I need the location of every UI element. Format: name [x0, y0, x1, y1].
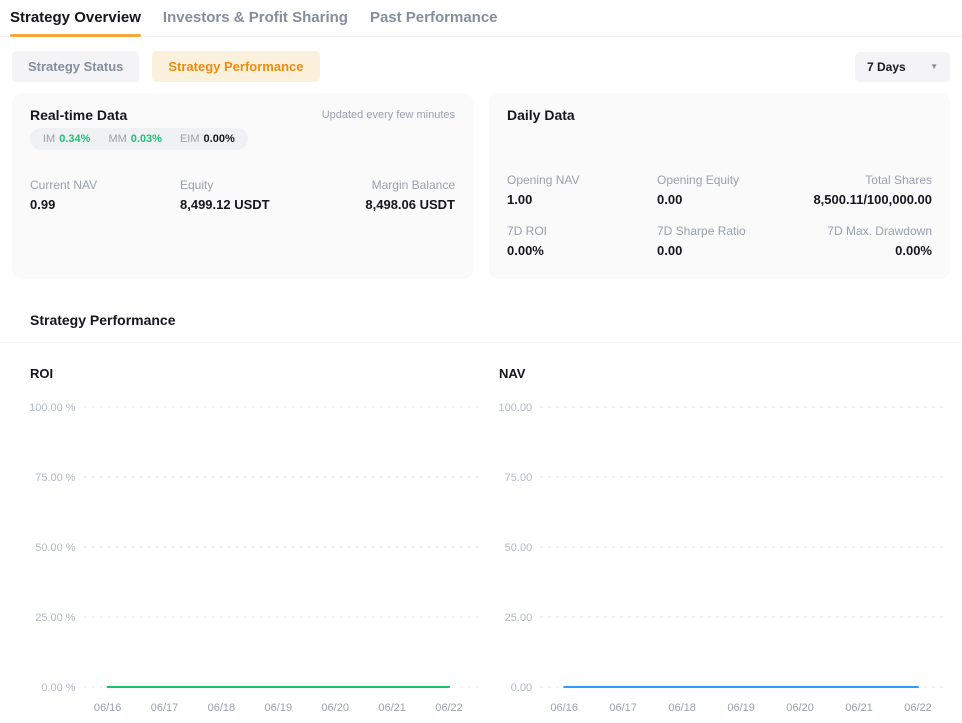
eim-badge-value: 0.00% [204, 133, 235, 145]
data-cards-row: Real-time Data Updated every few minutes… [12, 93, 950, 279]
main-tabs: Strategy Overview Investors & Profit Sha… [0, 0, 962, 37]
svg-text:100.00 %: 100.00 % [29, 402, 76, 414]
stat-total-shares-label: Total Shares [813, 173, 932, 187]
roi-chart: ROI 100.00 % 75.00 % 50.00 % 25.00 % 0.00 % 0… [12, 343, 481, 721]
tab-strategy-overview[interactable]: Strategy Overview [10, 0, 141, 36]
svg-text:0.00 %: 0.00 % [41, 682, 75, 694]
svg-text:50.00: 50.00 [505, 542, 533, 554]
svg-text:06/21: 06/21 [845, 702, 873, 714]
performance-section-title: Strategy Performance [30, 312, 962, 328]
stat-7d-roi: 7D ROI 0.00% [507, 224, 657, 258]
stat-opening-equity-value: 0.00 [657, 192, 813, 207]
svg-text:75.00 %: 75.00 % [35, 472, 76, 484]
svg-text:06/22: 06/22 [904, 702, 932, 714]
im-badge-value: 0.34% [59, 133, 90, 145]
stat-7d-roi-label: 7D ROI [507, 224, 657, 238]
stat-7d-sharpe-ratio-value: 0.00 [657, 243, 827, 258]
stat-equity-value: 8,499.12 USDT [180, 197, 365, 212]
svg-text:06/21: 06/21 [378, 702, 406, 714]
tab-past-performance[interactable]: Past Performance [370, 0, 498, 36]
svg-text:06/18: 06/18 [208, 702, 236, 714]
period-dropdown-value: 7 Days [867, 60, 906, 74]
margin-ratio-badges: IM 0.34% MM 0.03% EIM 0.00% [30, 128, 248, 150]
mm-badge-label: MM [108, 133, 126, 145]
svg-text:75.00: 75.00 [505, 472, 533, 484]
daily-data-card: Daily Data Opening NAV 1.00 Opening Equi… [489, 93, 950, 279]
caret-down-icon: ▼ [930, 62, 938, 71]
stat-margin-balance-label: Margin Balance [365, 178, 455, 192]
stat-total-shares: Total Shares 8,500.11/100,000.00 [813, 173, 932, 207]
stat-7d-max-drawdown-label: 7D Max. Drawdown [827, 224, 932, 238]
stat-margin-balance-value: 8,498.06 USDT [365, 197, 455, 212]
subtab-strategy-status[interactable]: Strategy Status [12, 51, 139, 82]
period-dropdown[interactable]: 7 Days ▼ [855, 52, 950, 82]
stat-margin-balance: Margin Balance 8,498.06 USDT [365, 178, 455, 212]
daily-card-title: Daily Data [507, 107, 575, 123]
performance-charts-row: ROI 100.00 % 75.00 % 50.00 % 25.00 % 0.00 % 0… [0, 343, 962, 721]
eim-badge-label: EIM [180, 133, 200, 145]
mm-badge-value: 0.03% [131, 133, 162, 145]
svg-text:25.00: 25.00 [505, 612, 533, 624]
subtab-row: Strategy Status Strategy Performance 7 D… [12, 51, 950, 82]
stat-opening-nav-value: 1.00 [507, 192, 657, 207]
stat-current-nav: Current NAV 0.99 [30, 178, 180, 212]
realtime-data-card: Real-time Data Updated every few minutes… [12, 93, 473, 279]
stat-7d-max-drawdown: 7D Max. Drawdown 0.00% [827, 224, 932, 258]
realtime-card-title: Real-time Data [30, 107, 127, 123]
svg-text:06/19: 06/19 [265, 702, 293, 714]
stat-7d-sharpe-ratio: 7D Sharpe Ratio 0.00 [657, 224, 827, 258]
stat-current-nav-label: Current NAV [30, 178, 180, 192]
svg-text:25.00 %: 25.00 % [35, 612, 76, 624]
roi-chart-plot: 100.00 % 75.00 % 50.00 % 25.00 % 0.00 % 06/16… [12, 381, 481, 721]
svg-text:06/22: 06/22 [435, 702, 463, 714]
svg-text:06/20: 06/20 [321, 702, 349, 714]
stat-equity: Equity 8,499.12 USDT [180, 178, 365, 212]
nav-chart-plot: 100.00 75.00 50.00 25.00 0.00 06/16 06/17 06/18… [481, 381, 950, 721]
stat-opening-nav: Opening NAV 1.00 [507, 173, 657, 207]
im-badge: IM 0.34% [43, 133, 90, 145]
eim-badge: EIM 0.00% [180, 133, 235, 145]
stat-7d-roi-value: 0.00% [507, 243, 657, 258]
mm-badge: MM 0.03% [108, 133, 162, 145]
svg-text:06/17: 06/17 [151, 702, 179, 714]
stat-opening-nav-label: Opening NAV [507, 173, 657, 187]
svg-text:06/16: 06/16 [94, 702, 122, 714]
stat-total-shares-value: 8,500.11/100,000.00 [813, 192, 932, 207]
stat-7d-sharpe-ratio-label: 7D Sharpe Ratio [657, 224, 827, 238]
stat-equity-label: Equity [180, 178, 365, 192]
nav-chart: NAV 100.00 75.00 50.00 25.00 0.00 06/16 06/17 0… [481, 343, 950, 721]
svg-text:100.00: 100.00 [499, 402, 533, 414]
stat-opening-equity-label: Opening Equity [657, 173, 813, 187]
svg-text:50.00 %: 50.00 % [35, 542, 76, 554]
roi-chart-title: ROI [30, 366, 481, 381]
svg-text:06/16: 06/16 [550, 702, 578, 714]
svg-text:06/19: 06/19 [727, 702, 755, 714]
tab-investors-profit-sharing[interactable]: Investors & Profit Sharing [163, 0, 348, 36]
stat-opening-equity: Opening Equity 0.00 [657, 173, 813, 207]
svg-text:0.00: 0.00 [511, 682, 532, 694]
svg-text:06/17: 06/17 [609, 702, 637, 714]
realtime-update-note: Updated every few minutes [322, 109, 455, 121]
svg-text:06/20: 06/20 [786, 702, 814, 714]
svg-text:06/18: 06/18 [668, 702, 696, 714]
subtab-strategy-performance[interactable]: Strategy Performance [152, 51, 319, 82]
nav-chart-title: NAV [499, 366, 950, 381]
im-badge-label: IM [43, 133, 55, 145]
stat-current-nav-value: 0.99 [30, 197, 180, 212]
stat-7d-max-drawdown-value: 0.00% [827, 243, 932, 258]
